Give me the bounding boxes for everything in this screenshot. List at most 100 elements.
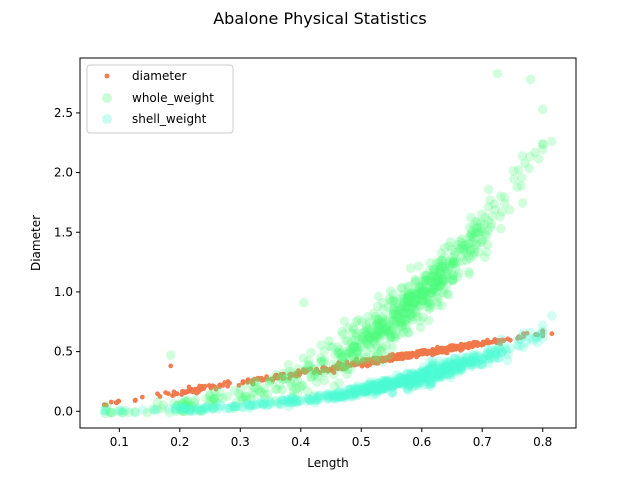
data-point bbox=[404, 328, 415, 338]
data-point bbox=[259, 383, 270, 394]
data-point bbox=[340, 390, 350, 401]
data-point bbox=[365, 327, 376, 338]
data-point bbox=[452, 240, 463, 250]
data-point bbox=[333, 348, 343, 358]
data-point bbox=[419, 372, 430, 382]
data-point bbox=[201, 393, 212, 404]
data-point bbox=[451, 346, 457, 352]
data-point-outlier bbox=[99, 405, 109, 416]
data-point bbox=[265, 375, 276, 385]
data-point bbox=[202, 383, 208, 389]
data-point bbox=[201, 402, 212, 412]
data-point bbox=[420, 295, 431, 306]
data-point bbox=[377, 313, 388, 324]
data-point bbox=[364, 333, 375, 343]
data-point bbox=[476, 359, 487, 369]
data-point bbox=[426, 289, 437, 299]
data-point bbox=[375, 333, 386, 344]
data-point bbox=[425, 258, 436, 268]
data-point bbox=[208, 393, 219, 404]
data-point bbox=[277, 394, 288, 405]
data-point bbox=[423, 315, 434, 326]
data-point bbox=[535, 332, 541, 338]
data-point bbox=[209, 386, 220, 397]
data-point bbox=[258, 399, 269, 410]
data-point bbox=[330, 350, 341, 360]
data-point bbox=[180, 402, 190, 413]
data-point bbox=[458, 356, 469, 367]
data-point bbox=[189, 397, 200, 408]
data-point bbox=[468, 250, 479, 261]
data-point bbox=[313, 392, 324, 402]
data-point bbox=[457, 234, 468, 244]
data-point bbox=[363, 330, 373, 340]
data-point bbox=[427, 360, 438, 370]
data-point bbox=[378, 381, 388, 392]
data-point bbox=[164, 404, 174, 414]
data-point bbox=[391, 313, 402, 324]
data-point bbox=[443, 369, 454, 379]
data-point bbox=[278, 374, 289, 385]
data-point bbox=[292, 397, 302, 408]
legend-marker-whole-weight bbox=[102, 93, 112, 103]
data-point bbox=[354, 356, 359, 362]
data-point bbox=[372, 332, 383, 342]
data-point bbox=[214, 387, 225, 397]
data-point bbox=[308, 366, 314, 372]
data-point bbox=[117, 407, 127, 418]
data-point bbox=[388, 381, 398, 391]
data-point-outlier bbox=[547, 311, 557, 321]
data-point bbox=[337, 353, 348, 363]
data-point bbox=[446, 365, 456, 376]
data-point bbox=[438, 274, 449, 284]
data-point bbox=[351, 347, 362, 357]
data-point bbox=[418, 287, 428, 298]
data-point bbox=[381, 377, 392, 388]
data-point bbox=[449, 359, 460, 369]
data-point bbox=[360, 386, 370, 397]
data-point bbox=[255, 375, 261, 381]
data-point bbox=[524, 333, 535, 343]
data-point bbox=[448, 258, 459, 269]
data-point bbox=[368, 381, 379, 391]
data-point bbox=[458, 357, 469, 367]
data-point bbox=[394, 319, 404, 329]
data-point bbox=[444, 261, 455, 272]
data-point bbox=[365, 379, 375, 390]
data-point bbox=[338, 356, 349, 366]
data-point bbox=[365, 377, 376, 387]
data-point bbox=[436, 362, 447, 373]
data-point bbox=[385, 329, 396, 339]
data-point bbox=[341, 389, 352, 400]
data-point bbox=[429, 280, 439, 290]
data-point bbox=[448, 360, 459, 371]
data-point bbox=[188, 406, 198, 417]
data-point bbox=[348, 387, 359, 398]
data-point bbox=[411, 370, 422, 381]
data-point bbox=[473, 226, 484, 237]
data-point bbox=[260, 398, 271, 409]
data-point bbox=[419, 368, 430, 378]
data-point bbox=[428, 358, 439, 369]
data-point bbox=[418, 368, 429, 379]
data-point bbox=[540, 328, 546, 334]
data-point bbox=[394, 378, 405, 388]
data-point bbox=[235, 384, 246, 394]
data-point bbox=[394, 378, 404, 389]
data-point bbox=[525, 151, 535, 162]
data-point bbox=[339, 393, 350, 404]
data-point bbox=[411, 373, 422, 384]
data-point bbox=[496, 223, 506, 234]
data-point bbox=[408, 368, 419, 379]
data-point bbox=[434, 262, 445, 272]
data-point bbox=[338, 329, 348, 340]
data-point bbox=[395, 372, 406, 382]
data-point bbox=[372, 383, 383, 394]
data-point bbox=[418, 290, 428, 301]
data-point bbox=[453, 355, 464, 366]
data-point bbox=[361, 320, 372, 330]
data-point bbox=[456, 251, 467, 262]
data-point bbox=[396, 321, 406, 332]
data-point bbox=[362, 381, 372, 391]
data-point bbox=[223, 403, 234, 414]
